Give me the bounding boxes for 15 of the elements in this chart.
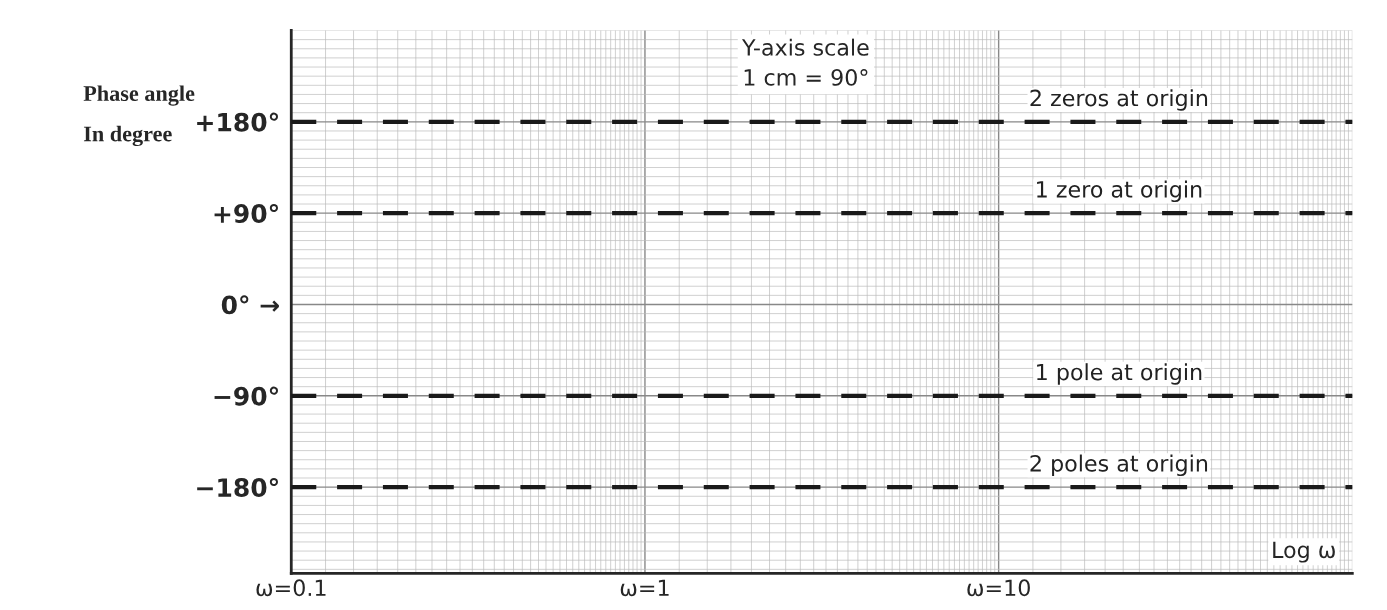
series-label: 2 zeros at origin (1030, 89, 1208, 111)
y-tick-label: 0° → (221, 295, 279, 315)
series-label: 2 poles at origin (1030, 454, 1208, 477)
y-tick-label: +90° (214, 203, 278, 224)
x-tick-label: ω=1 (620, 579, 669, 597)
series-label: 1 pole at origin (1037, 363, 1202, 385)
x-tick-label: ω=10 (967, 579, 1030, 597)
x-axis-title: Log ω (1273, 541, 1335, 563)
annotation: Y-axis scale 1 cm = 90° (741, 38, 869, 86)
series-label: 1 zero at origin (1037, 180, 1202, 203)
y-axis-title: Phase angle In degree (83, 85, 195, 147)
y-tick-label: +180° (197, 112, 278, 132)
y-tick-label: −180° (197, 477, 278, 497)
x-tick-label: ω=0.1 (256, 579, 326, 597)
y-tick-label: −90° (214, 386, 278, 406)
